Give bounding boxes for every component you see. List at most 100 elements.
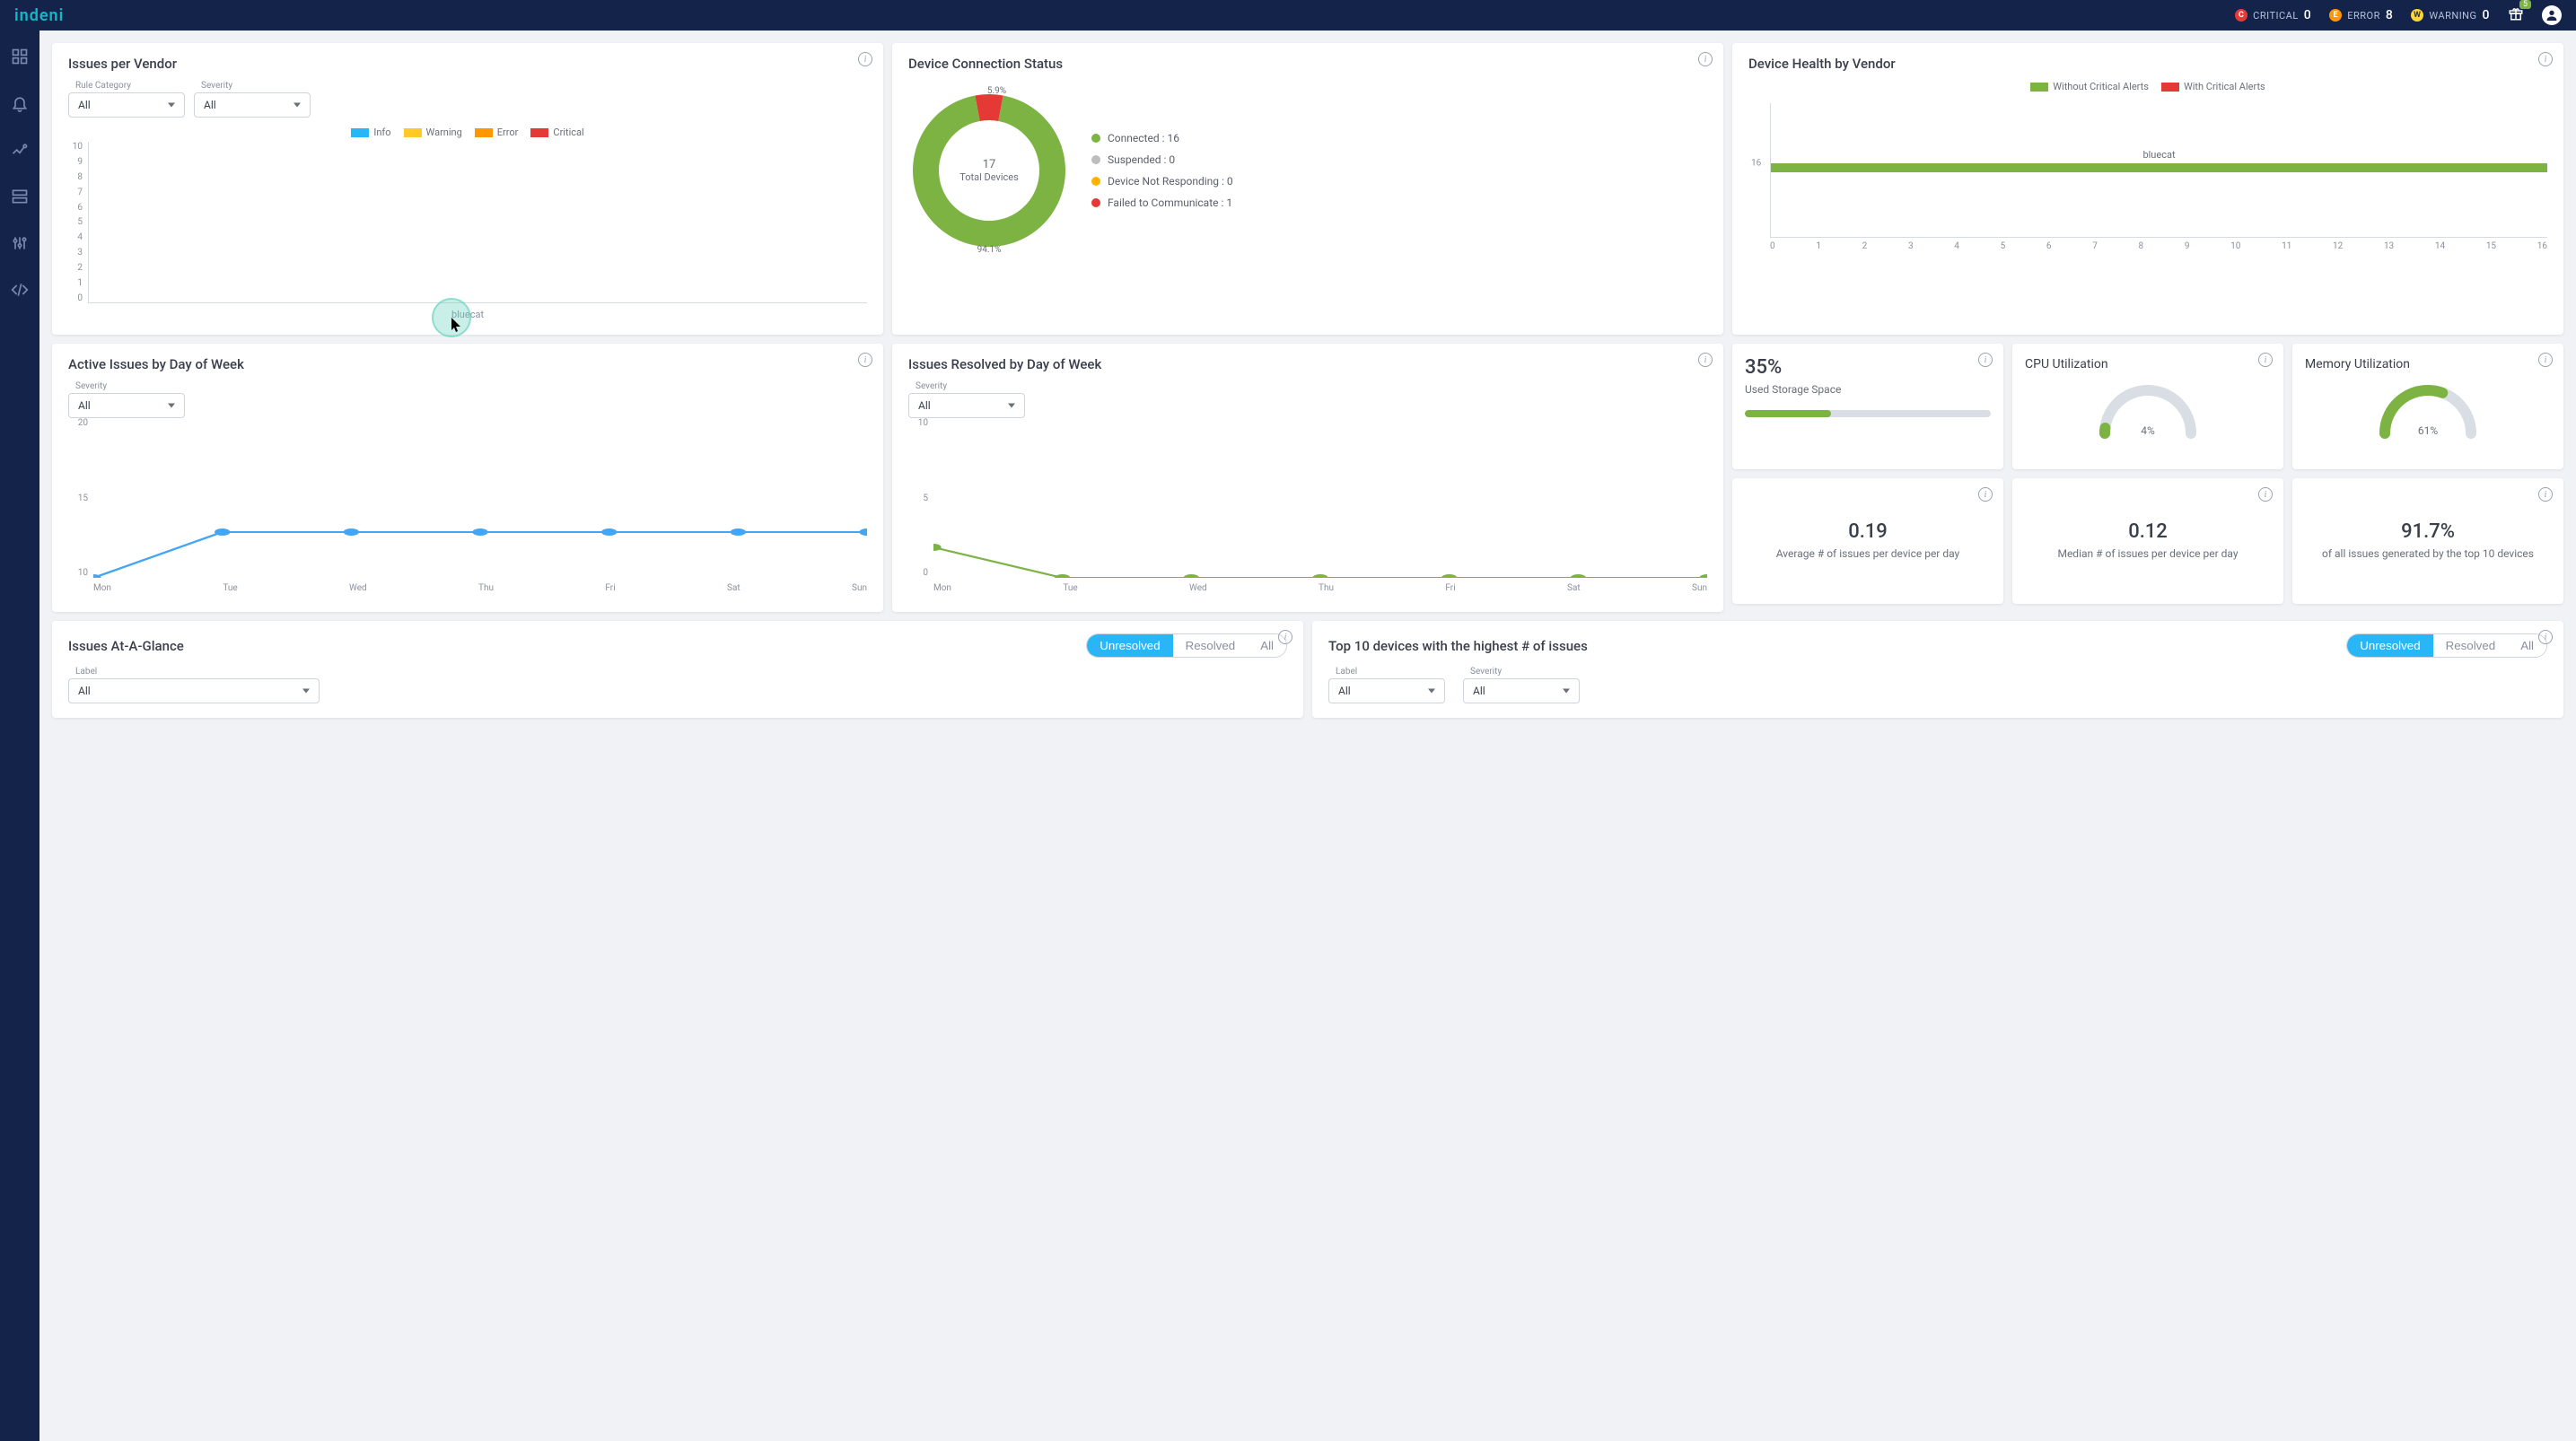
- card-memory: i Memory Utilization 61%: [2292, 344, 2563, 469]
- nav-settings-icon[interactable]: [10, 233, 30, 253]
- avg-value: 0.19: [1848, 520, 1888, 543]
- sidebar: [0, 31, 39, 1441]
- severity-select[interactable]: All: [194, 92, 311, 118]
- y-axis: 109876543210: [68, 142, 88, 303]
- select-value: All: [1338, 685, 1351, 697]
- error-label: ERROR: [2347, 10, 2380, 22]
- donut-pct-bottom: 94.1%: [977, 245, 1002, 255]
- pill-resolved[interactable]: Resolved: [1173, 634, 1249, 657]
- card-issues-per-vendor: i Issues per Vendor Rule Category All Se…: [52, 43, 883, 335]
- cursor-ripple: [432, 298, 471, 337]
- info-icon[interactable]: i: [1698, 52, 1713, 66]
- status-error[interactable]: E ERROR 8: [2329, 8, 2393, 22]
- bar-plot: [88, 142, 867, 303]
- hbar-plot: 16 bluecat: [1770, 103, 2547, 238]
- topbar: indeni C CRITICAL 0 E ERROR 8 W WARNING …: [0, 0, 2576, 31]
- info-icon[interactable]: i: [2258, 353, 2273, 367]
- nav-devices-icon[interactable]: [10, 187, 30, 206]
- info-icon[interactable]: i: [1278, 630, 1292, 644]
- select-value: All: [918, 399, 931, 412]
- pill-group: Unresolved Resolved All: [1086, 633, 1287, 658]
- info-icon[interactable]: i: [2538, 52, 2553, 66]
- nav-code-icon[interactable]: [10, 280, 30, 300]
- hbar-track[interactable]: [1771, 163, 2547, 172]
- card-issues-glance: i Issues At-A-Glance Unresolved Resolved…: [52, 621, 1303, 718]
- storage-progress: [1745, 410, 1991, 417]
- pill-group: Unresolved Resolved All: [2346, 633, 2547, 658]
- info-icon[interactable]: i: [858, 52, 872, 66]
- info-icon[interactable]: i: [1978, 353, 1993, 367]
- card-device-connection: i Device Connection Status 17 Total Devi…: [892, 43, 1723, 335]
- severity-select[interactable]: All: [908, 393, 1025, 418]
- warning-label: WARNING: [2429, 10, 2476, 22]
- donut-chart[interactable]: 17 Total Devices 5.9% 94.1%: [908, 90, 1070, 251]
- hbar-label: bluecat: [2142, 149, 2175, 161]
- memory-gauge: 61%: [2374, 381, 2482, 435]
- card-cpu: i CPU Utilization 4%: [2012, 344, 2283, 469]
- select-value: All: [1473, 685, 1485, 697]
- error-icon: E: [2329, 9, 2342, 22]
- label-label: Label: [1328, 667, 1445, 677]
- donut-pct-top: 5.9%: [987, 86, 1006, 96]
- pill-unresolved[interactable]: Unresolved: [2347, 634, 2432, 657]
- card-top-devices: i Top 10 devices with the highest # of i…: [1312, 621, 2563, 718]
- severity-label: Severity: [194, 81, 311, 91]
- hbar-fill: [1771, 163, 2547, 172]
- line-plot[interactable]: [93, 425, 867, 578]
- card-median-issues: i 0.12 Median # of issues per device per…: [2012, 478, 2283, 604]
- card-title: Top 10 devices with the highest # of iss…: [1328, 638, 1588, 654]
- card-title: Issues At-A-Glance: [68, 638, 184, 654]
- donut-legend: Connected : 16Suspended : 0Device Not Re…: [1091, 132, 1233, 209]
- cpu-gauge: 4%: [2094, 381, 2202, 435]
- main-content: i Issues per Vendor Rule Category All Se…: [39, 31, 2576, 1441]
- info-icon[interactable]: i: [858, 353, 872, 367]
- rule-category-select[interactable]: All: [68, 92, 185, 118]
- info-icon[interactable]: i: [2538, 353, 2553, 367]
- select-value: All: [78, 399, 91, 412]
- storage-label: Used Storage Space: [1745, 382, 1991, 397]
- card-storage: i 35% Used Storage Space: [1732, 344, 2003, 469]
- chart-legend: InfoWarningErrorCritical: [68, 127, 867, 138]
- card-avg-issues: i 0.19 Average # of issues per device pe…: [1732, 478, 2003, 604]
- card-title: Issues Resolved by Day of Week: [908, 356, 1707, 372]
- status-critical[interactable]: C CRITICAL 0: [2235, 8, 2311, 22]
- label-select[interactable]: All: [68, 678, 320, 703]
- nav-dashboard-icon[interactable]: [10, 47, 30, 66]
- info-icon[interactable]: i: [1978, 487, 1993, 502]
- nav-alerts-icon[interactable]: [10, 93, 30, 113]
- select-value: All: [78, 99, 91, 111]
- label-select[interactable]: All: [1328, 678, 1445, 703]
- storage-value: 35%: [1745, 356, 1991, 379]
- median-label: Median # of issues per device per day: [2057, 546, 2238, 562]
- donut-total: 17: [983, 158, 996, 171]
- info-icon[interactable]: i: [2538, 630, 2553, 644]
- card-top10-pct: i 91.7% of all issues generated by the t…: [2292, 478, 2563, 604]
- line-plot[interactable]: [933, 425, 1707, 578]
- gift-icon[interactable]: 5: [2508, 5, 2524, 26]
- severity-select[interactable]: All: [68, 393, 185, 418]
- info-icon[interactable]: i: [2258, 487, 2273, 502]
- select-value: All: [204, 99, 216, 111]
- card-title: Device Connection Status: [908, 56, 1707, 72]
- info-icon[interactable]: i: [2538, 487, 2553, 502]
- pill-unresolved[interactable]: Unresolved: [1087, 634, 1172, 657]
- rule-category-label: Rule Category: [68, 81, 185, 91]
- card-title: Active Issues by Day of Week: [68, 356, 867, 372]
- brand-logo[interactable]: indeni: [14, 6, 64, 25]
- hbar-y-value: 16: [1751, 159, 1761, 169]
- status-warning[interactable]: W WARNING 0: [2411, 8, 2490, 22]
- critical-icon: C: [2235, 9, 2247, 22]
- chart-legend: Without Critical AlertsWith Critical Ale…: [1748, 81, 2547, 92]
- top10-label: of all issues generated by the top 10 de…: [2322, 546, 2534, 562]
- cpu-title: CPU Utilization: [2025, 356, 2271, 374]
- pill-resolved[interactable]: Resolved: [2433, 634, 2509, 657]
- severity-label: Severity: [68, 381, 185, 391]
- nav-analytics-icon[interactable]: [10, 140, 30, 160]
- info-icon[interactable]: i: [1698, 353, 1713, 367]
- user-menu-icon[interactable]: [2542, 5, 2562, 25]
- gift-badge: 5: [2519, 0, 2531, 9]
- card-device-health: i Device Health by Vendor Without Critic…: [1732, 43, 2563, 335]
- severity-select[interactable]: All: [1463, 678, 1580, 703]
- critical-value: 0: [2304, 8, 2311, 22]
- memory-value: 61%: [2418, 424, 2438, 437]
